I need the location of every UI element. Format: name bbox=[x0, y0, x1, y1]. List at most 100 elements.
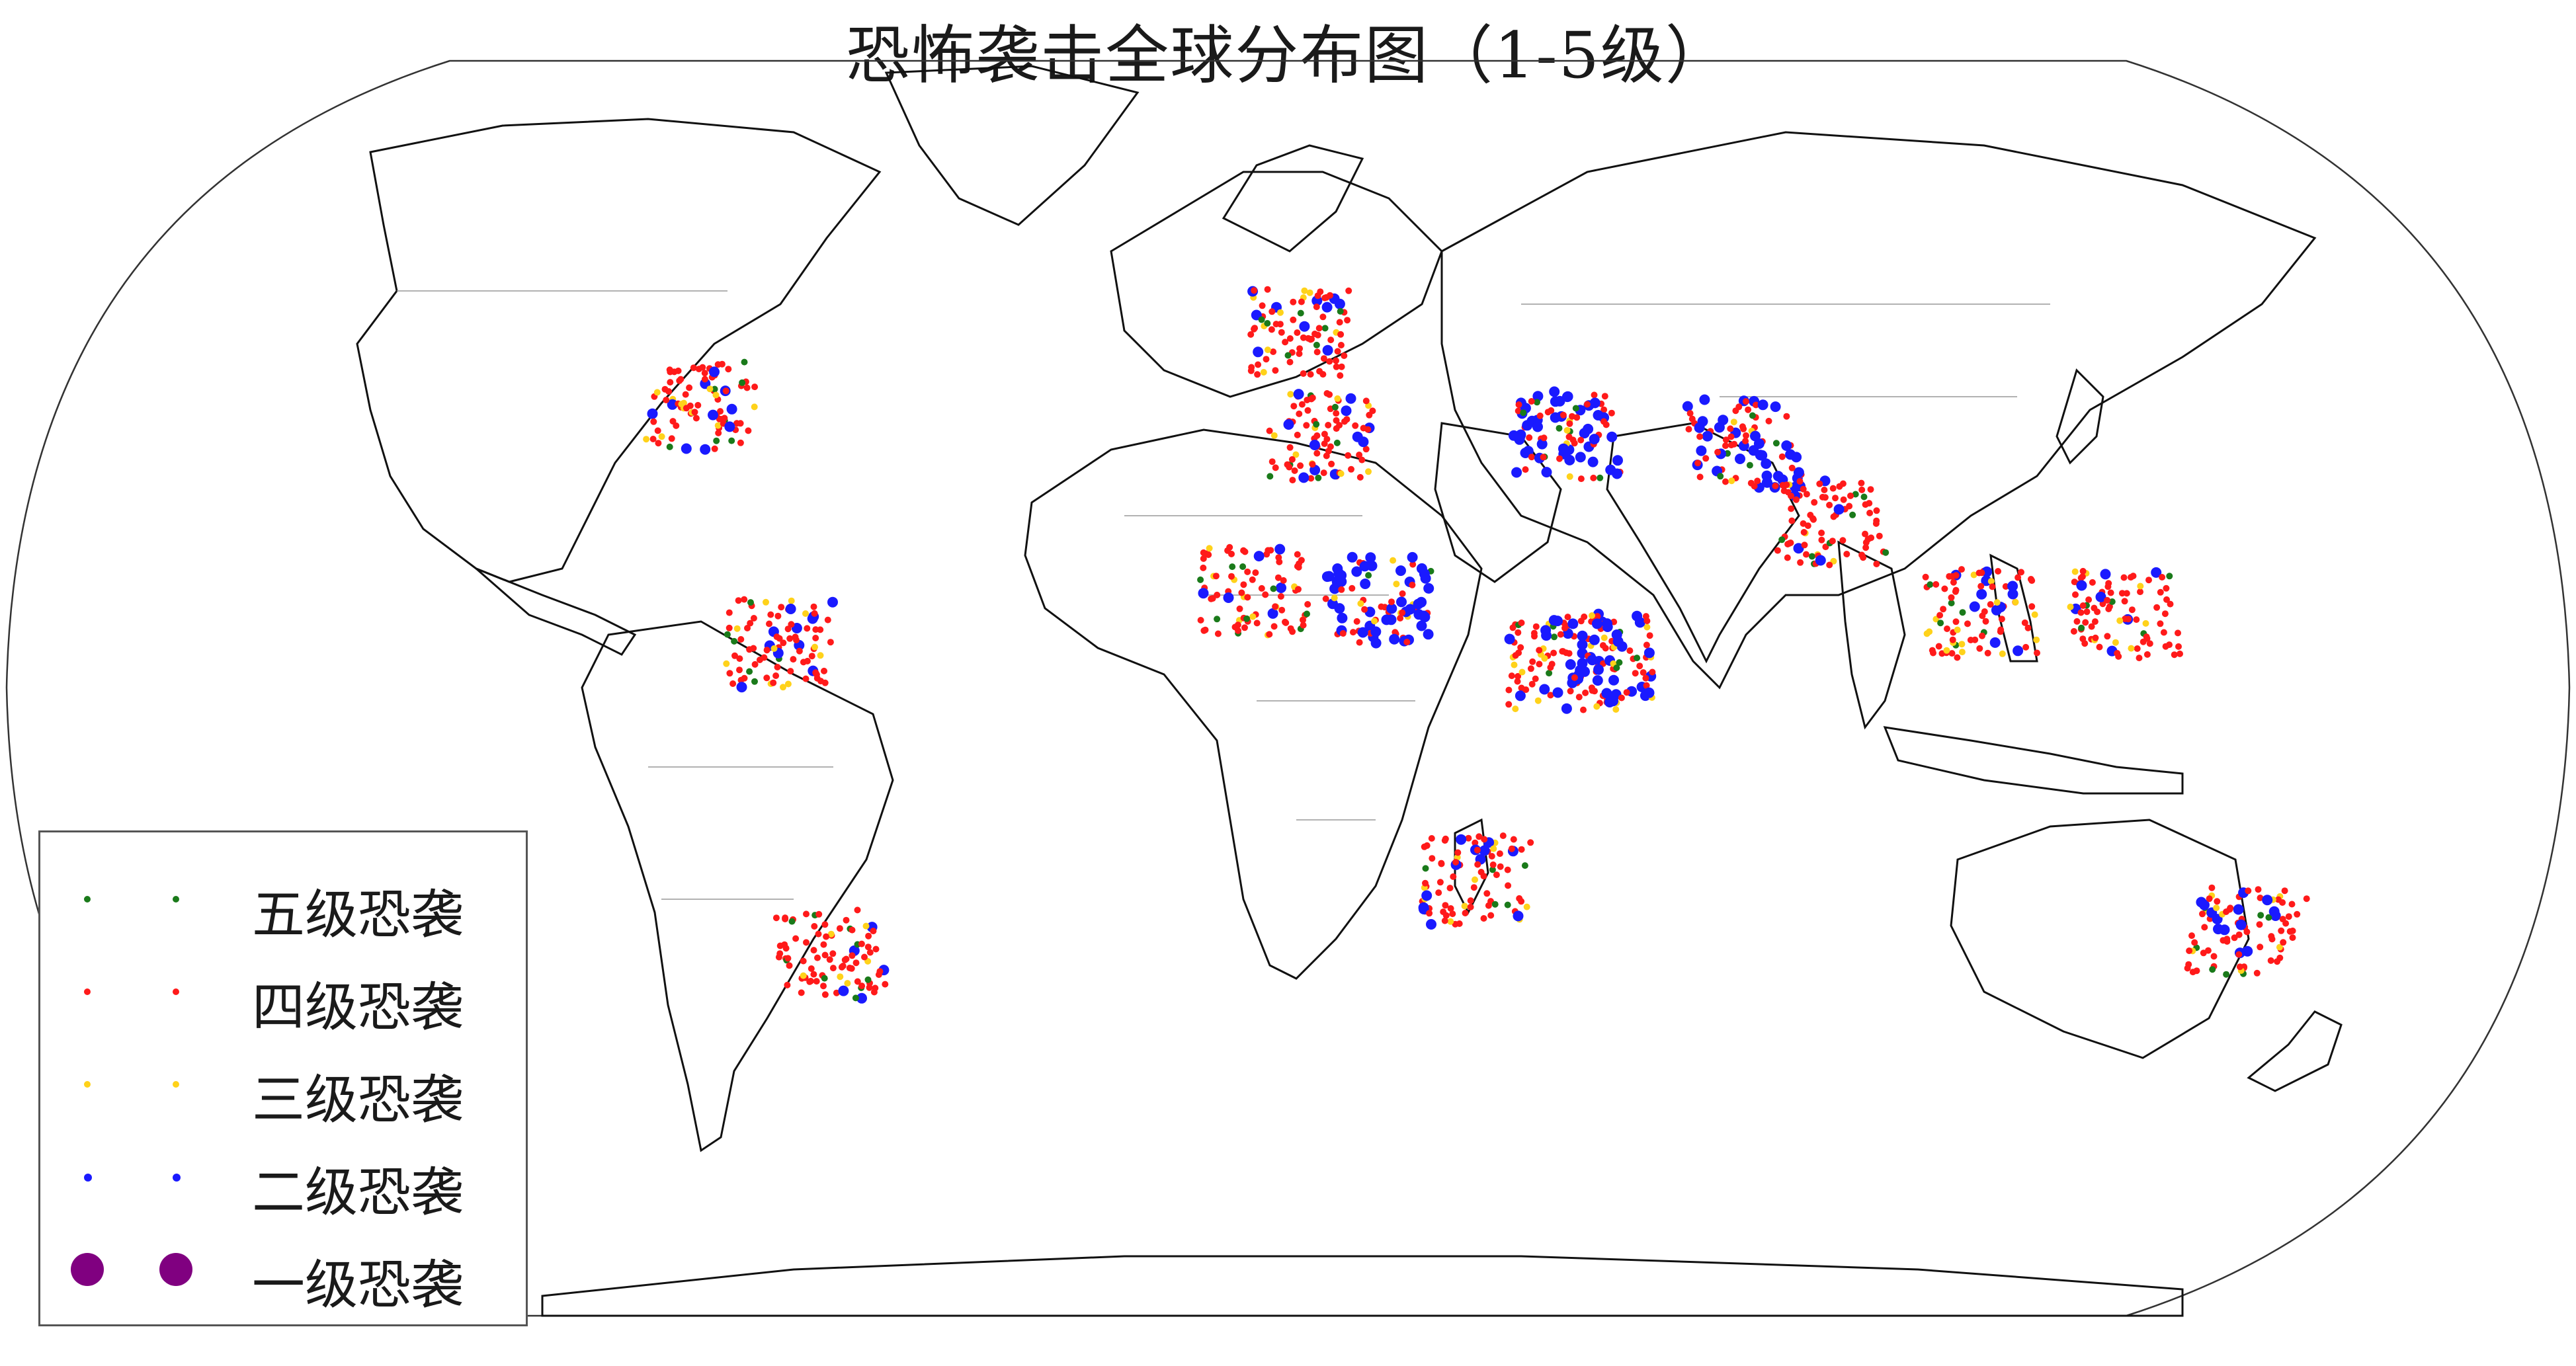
attack-point bbox=[737, 439, 744, 446]
attack-point bbox=[2136, 655, 2143, 662]
attack-point bbox=[1356, 452, 1363, 458]
attack-point bbox=[2134, 645, 2141, 652]
attack-point bbox=[854, 906, 861, 914]
asia-outline bbox=[1440, 131, 2317, 690]
attack-point bbox=[1608, 696, 1618, 707]
attack-point bbox=[2089, 579, 2096, 586]
attack-point bbox=[1337, 307, 1344, 315]
attack-point bbox=[2223, 971, 2230, 978]
attack-point bbox=[2007, 581, 2018, 592]
attack-point bbox=[1472, 839, 1479, 846]
attack-point bbox=[2220, 937, 2227, 944]
attack-point bbox=[839, 963, 847, 969]
attack-point bbox=[750, 615, 757, 622]
attack-point bbox=[1291, 467, 1298, 474]
attack-point bbox=[1518, 668, 1526, 676]
attack-point bbox=[2206, 895, 2213, 903]
north-america-outline bbox=[356, 118, 882, 583]
attack-point bbox=[1549, 386, 1560, 397]
attack-point bbox=[804, 625, 811, 632]
attack-point bbox=[1532, 623, 1540, 630]
attack-point bbox=[2082, 619, 2089, 626]
attack-point bbox=[1488, 853, 1495, 860]
attack-point bbox=[763, 647, 770, 654]
attack-point bbox=[817, 652, 824, 659]
attack-points bbox=[643, 286, 2310, 1004]
attack-point bbox=[1950, 579, 1957, 586]
attack-point bbox=[1423, 629, 1434, 640]
attack-point bbox=[1241, 548, 1249, 555]
attack-point bbox=[1754, 477, 1761, 485]
attack-point bbox=[1640, 669, 1647, 676]
attack-point bbox=[826, 956, 833, 963]
attack-point bbox=[1935, 643, 1942, 650]
attack-point bbox=[1280, 577, 1287, 584]
attack-point bbox=[1858, 479, 1865, 487]
attack-point bbox=[833, 989, 840, 996]
attack-point bbox=[1832, 495, 1839, 502]
attack-point bbox=[700, 444, 711, 455]
attack-point bbox=[1336, 576, 1347, 587]
attack-point bbox=[1470, 884, 1477, 891]
attack-point bbox=[1313, 421, 1320, 428]
attack-point bbox=[1327, 337, 1335, 344]
attack-point bbox=[1818, 536, 1825, 543]
attack-point bbox=[1358, 436, 1369, 448]
attack-point bbox=[737, 636, 745, 643]
attack-point bbox=[1536, 412, 1544, 419]
attack-point bbox=[658, 433, 665, 440]
attack-point bbox=[875, 971, 882, 979]
attack-point bbox=[1268, 458, 1276, 465]
attack-point bbox=[1532, 391, 1544, 402]
attack-point bbox=[1362, 446, 1370, 453]
attack-point bbox=[1784, 554, 1791, 561]
attack-point bbox=[1300, 370, 1307, 377]
attack-point bbox=[741, 358, 748, 366]
attack-point bbox=[2122, 616, 2129, 622]
legend-symbol-level3-b bbox=[173, 1081, 179, 1088]
attack-point bbox=[807, 977, 814, 984]
attack-point bbox=[1365, 552, 1376, 563]
attack-point bbox=[2128, 645, 2135, 652]
attack-point bbox=[1546, 670, 1553, 677]
attack-point bbox=[811, 923, 818, 930]
attack-point bbox=[1818, 530, 1825, 536]
attack-point bbox=[1746, 462, 1753, 469]
attack-point bbox=[2121, 598, 2128, 605]
attack-point bbox=[1504, 866, 1511, 873]
attack-point bbox=[821, 951, 829, 959]
attack-point bbox=[1739, 423, 1746, 430]
attack-point bbox=[715, 429, 722, 436]
attack-point bbox=[1547, 692, 1554, 699]
attack-point bbox=[1876, 532, 1883, 540]
attack-point bbox=[1512, 705, 1519, 713]
attack-point bbox=[1792, 496, 1800, 503]
attack-point bbox=[683, 405, 690, 412]
attack-point bbox=[2114, 650, 2121, 657]
attack-point bbox=[781, 941, 788, 948]
attack-point bbox=[2285, 913, 2292, 920]
attack-point bbox=[1943, 647, 1950, 654]
attack-point bbox=[1613, 664, 1620, 671]
attack-point bbox=[2088, 623, 2095, 630]
attack-point bbox=[1587, 655, 1598, 666]
attack-point bbox=[866, 984, 873, 991]
attack-point bbox=[1772, 440, 1780, 447]
attack-point bbox=[1786, 540, 1793, 547]
attack-point bbox=[2274, 896, 2282, 903]
attack-point bbox=[1421, 890, 1433, 901]
attack-point bbox=[1399, 590, 1406, 597]
attack-point bbox=[2002, 583, 2009, 590]
attack-point bbox=[668, 435, 675, 442]
attack-point bbox=[2257, 912, 2264, 919]
attack-point bbox=[2071, 579, 2078, 586]
attack-point bbox=[1788, 493, 1794, 499]
attack-point bbox=[694, 401, 702, 409]
attack-point bbox=[1249, 576, 1256, 583]
attack-point bbox=[1467, 897, 1474, 904]
attack-point bbox=[1389, 633, 1400, 645]
attack-point bbox=[1800, 485, 1807, 493]
attack-point bbox=[810, 603, 817, 610]
attack-point bbox=[2253, 969, 2261, 977]
attack-point bbox=[2281, 887, 2288, 895]
